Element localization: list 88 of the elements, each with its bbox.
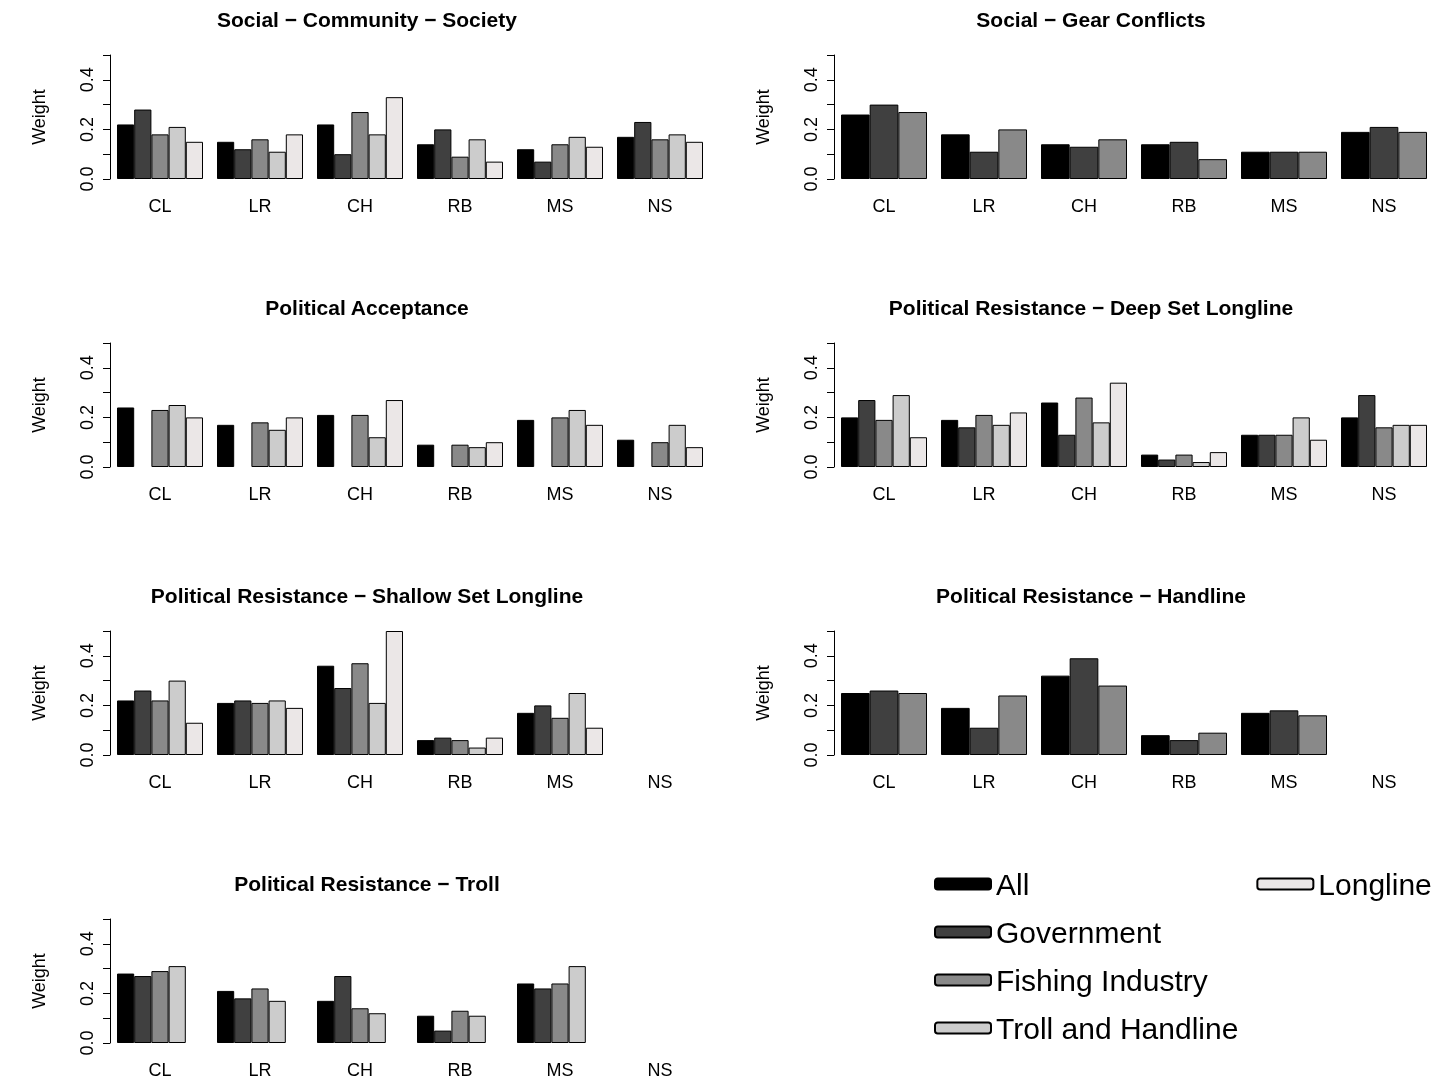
chart-title: Political Resistance − Deep Set Longline bbox=[888, 296, 1294, 319]
y-tick-label: 0.4 bbox=[801, 643, 821, 669]
x-tick-label: CL bbox=[148, 772, 172, 792]
legend-label: All bbox=[996, 867, 1030, 901]
y-tick-label: 0.2 bbox=[77, 404, 97, 430]
x-tick-label: RB bbox=[447, 196, 473, 216]
x-tick-label: NS bbox=[1371, 196, 1397, 216]
x-tick-label: CL bbox=[148, 196, 172, 216]
y-tick-label: 0.0 bbox=[801, 742, 821, 768]
x-tick-label: LR bbox=[972, 484, 996, 504]
x-tick-label: CL bbox=[872, 484, 896, 504]
x-tick-label: CL bbox=[148, 484, 172, 504]
x-tick-label: CH bbox=[1071, 484, 1097, 504]
x-tick-label: LR bbox=[248, 484, 272, 504]
x-tick-label: CH bbox=[1071, 196, 1097, 216]
y-tick-label: 0.4 bbox=[77, 67, 97, 93]
x-tick-label: CL bbox=[148, 1060, 172, 1080]
x-tick-label: NS bbox=[1371, 484, 1397, 504]
y-tick-label: 0.0 bbox=[77, 454, 97, 480]
bar bbox=[317, 414, 335, 467]
chart-title: Political Acceptance bbox=[265, 296, 469, 319]
x-tick-label: MS bbox=[546, 196, 574, 216]
y-tick-label: 0.2 bbox=[801, 404, 821, 430]
y-tick-label: 0.4 bbox=[801, 67, 821, 93]
x-tick-label: NS bbox=[647, 484, 673, 504]
x-tick-label: MS bbox=[546, 484, 574, 504]
x-tick-label: MS bbox=[1270, 484, 1298, 504]
y-axis-title: Weight bbox=[753, 377, 773, 433]
y-tick-label: 0.0 bbox=[77, 166, 97, 192]
x-tick-label: NS bbox=[647, 196, 673, 216]
legend-label: Government bbox=[996, 915, 1162, 949]
y-tick-label: 0.0 bbox=[801, 454, 821, 480]
y-axis-title: Weight bbox=[753, 665, 773, 721]
legend-label: Troll and Handline bbox=[996, 1011, 1239, 1045]
x-tick-label: CH bbox=[347, 196, 373, 216]
x-tick-label: MS bbox=[1270, 196, 1298, 216]
x-tick-label: RB bbox=[1171, 772, 1197, 792]
y-tick-label: 0.4 bbox=[801, 355, 821, 381]
y-tick-label: 0.2 bbox=[77, 980, 97, 1006]
x-tick-label: NS bbox=[647, 772, 673, 792]
x-tick-label: LR bbox=[248, 1060, 272, 1080]
x-tick-label: LR bbox=[248, 772, 272, 792]
y-tick-label: 0.2 bbox=[77, 692, 97, 718]
legend-label: Fishing Industry bbox=[996, 963, 1208, 997]
x-tick-label: CL bbox=[872, 196, 896, 216]
x-tick-label: CH bbox=[347, 484, 373, 504]
chart-title: Social − Gear Conflicts bbox=[976, 8, 1206, 31]
x-tick-label: RB bbox=[1171, 196, 1197, 216]
x-tick-label: LR bbox=[248, 196, 272, 216]
y-axis-title: Weight bbox=[753, 89, 773, 145]
bar bbox=[517, 419, 535, 467]
y-tick-label: 0.2 bbox=[77, 116, 97, 142]
x-tick-label: CH bbox=[1071, 772, 1097, 792]
bar bbox=[217, 424, 235, 467]
x-tick-label: LR bbox=[972, 772, 996, 792]
x-tick-label: MS bbox=[546, 1060, 574, 1080]
y-tick-label: 0.2 bbox=[801, 116, 821, 142]
bar bbox=[417, 444, 435, 467]
chart-title: Political Resistance − Handline bbox=[936, 584, 1246, 607]
y-axis-title: Weight bbox=[29, 665, 49, 721]
x-tick-label: RB bbox=[1171, 484, 1197, 504]
legend-label: Longline bbox=[1318, 867, 1432, 901]
y-tick-label: 0.0 bbox=[77, 1030, 97, 1056]
y-tick-label: 0.0 bbox=[77, 742, 97, 768]
x-tick-label: CL bbox=[872, 772, 896, 792]
x-tick-label: NS bbox=[647, 1060, 673, 1080]
x-tick-label: RB bbox=[447, 772, 473, 792]
chart-title: Social − Community − Society bbox=[217, 8, 518, 31]
chart-title: Political Resistance − Troll bbox=[234, 872, 500, 895]
y-tick-label: 0.2 bbox=[801, 692, 821, 718]
x-tick-label: MS bbox=[1270, 772, 1298, 792]
y-tick-label: 0.0 bbox=[801, 166, 821, 192]
y-tick-label: 0.4 bbox=[77, 931, 97, 957]
y-axis-title: Weight bbox=[29, 953, 49, 1009]
x-tick-label: NS bbox=[1371, 772, 1397, 792]
y-axis-title: Weight bbox=[29, 377, 49, 433]
bar bbox=[117, 407, 135, 467]
x-tick-label: RB bbox=[447, 1060, 473, 1080]
x-tick-label: CH bbox=[347, 1060, 373, 1080]
y-tick-label: 0.4 bbox=[77, 643, 97, 669]
y-tick-label: 0.4 bbox=[77, 355, 97, 381]
x-tick-label: LR bbox=[972, 196, 996, 216]
bar bbox=[617, 439, 635, 467]
x-tick-label: RB bbox=[447, 484, 473, 504]
chart-title: Political Resistance − Shallow Set Longline bbox=[150, 584, 584, 607]
x-tick-label: CH bbox=[347, 772, 373, 792]
x-tick-label: MS bbox=[546, 772, 574, 792]
y-axis-title: Weight bbox=[29, 89, 49, 145]
